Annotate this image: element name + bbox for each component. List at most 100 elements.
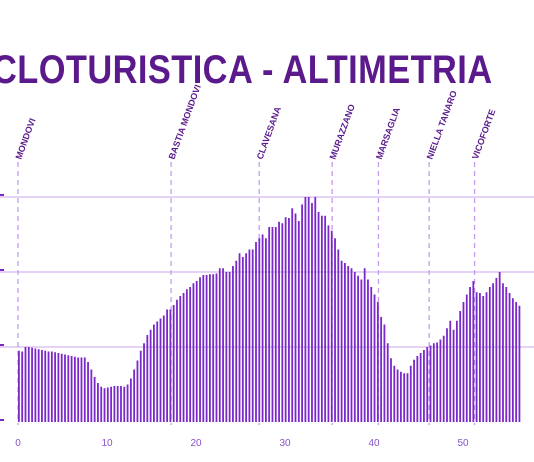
elevation-bar [439,339,442,422]
elevation-bar [54,352,57,422]
elevation-bar [264,238,267,422]
elevation-bar [176,299,178,422]
elevation-bar [110,386,112,422]
elevation-bar [258,238,261,422]
elevation-bar [340,260,343,422]
elevation-bar [472,281,475,422]
elevation-bar [288,218,290,422]
elevation-bar [393,365,396,422]
elevation-bar [93,377,96,422]
town-label: MURAZZANO [328,103,357,161]
elevation-bar [462,302,465,422]
elevation-bar [57,353,60,422]
elevation-bar [31,347,33,422]
page-title: CLOTURISTICA - ALTIMETRIA [0,48,493,92]
elevation-bar [255,242,257,422]
elevation-bar [133,369,136,422]
elevation-bar [44,350,47,422]
elevation-bar [399,371,402,422]
elevation-bar [47,351,50,422]
elevation-bar [199,277,201,422]
elevation-bar [159,318,162,422]
elevation-bar [166,309,168,422]
elevation-bar [317,212,320,422]
elevation-bar [515,302,518,422]
elevation-bar [215,273,218,422]
x-tick-label: 10 [101,438,113,449]
elevation-bar [380,317,383,422]
elevation-bar [235,260,238,422]
elevation-bar [238,253,241,422]
elevation-bar [225,272,228,422]
elevation-bar [442,335,445,422]
elevation-bar [452,329,455,422]
elevation-bar [324,215,327,422]
elevation-bar [143,343,145,422]
elevation-bar [41,350,43,422]
elevation-bar [479,293,481,422]
elevation-bar [248,249,251,422]
elevation-bar [77,357,80,422]
elevation-bar [449,320,452,422]
elevation-bar [116,386,119,422]
elevation-bar [34,348,37,422]
elevation-bar [185,289,188,422]
elevation-bar [446,328,448,422]
elevation-bar [106,387,109,422]
elevation-bar [495,278,498,422]
elevation-bar [426,347,429,422]
elevation-bar [357,275,359,422]
elevation-bar [179,296,182,422]
elevation-bar [205,275,208,422]
elevation-bar [278,221,280,422]
elevation-bar [73,356,76,422]
town-label: BASTIA MONDOVI [167,83,203,160]
elevation-bar [162,315,165,422]
elevation-bar [70,356,73,422]
elevation-bar [21,351,24,422]
elevation-bar [363,268,366,422]
elevation-bar [50,351,53,422]
elevation-bar [297,221,300,422]
elevation-bar [508,293,511,422]
elevation-bar [146,335,149,422]
elevation-bar [353,272,356,422]
elevation-bar [469,287,471,422]
town-label: VICOFORTE [470,108,497,161]
elevation-bar [18,350,20,422]
x-tick-label: 50 [457,438,469,449]
elevation-bar [129,378,132,422]
elevation-bar [492,283,494,422]
elevation-bar [232,266,234,422]
elevation-bar [251,249,254,422]
elevation-bar [37,349,40,422]
elevation-bar [518,305,521,422]
elevation-bar [465,294,468,422]
elevation-bar [436,342,439,422]
elevation-bar [281,223,284,422]
elevation-bar [222,268,224,422]
elevation-bar [60,353,63,422]
elevation-bar [347,266,350,422]
elevation-bar [488,287,491,422]
x-tick-label: 40 [368,438,380,449]
elevation-bar [156,321,159,422]
town-label: MONDOVI [13,117,37,161]
elevation-bar [90,369,93,422]
elevation-bar [80,357,83,422]
elevation-bar [314,197,317,422]
elevation-bar [505,287,508,422]
elevation-bar [320,215,323,422]
elevation-bar [396,369,399,422]
elevation-bar [218,268,221,422]
elevation-bar [406,373,409,422]
elevation-bar [103,388,106,422]
elevation-bar [139,350,142,422]
elevation-bar [455,320,458,422]
elevation-bar [100,386,103,422]
elevation-bar [337,249,340,422]
town-label: NIELLA TANARO [425,89,459,161]
elevation-bar [334,238,336,422]
x-tick-label: 20 [190,438,202,449]
elevation-bar [64,354,66,422]
